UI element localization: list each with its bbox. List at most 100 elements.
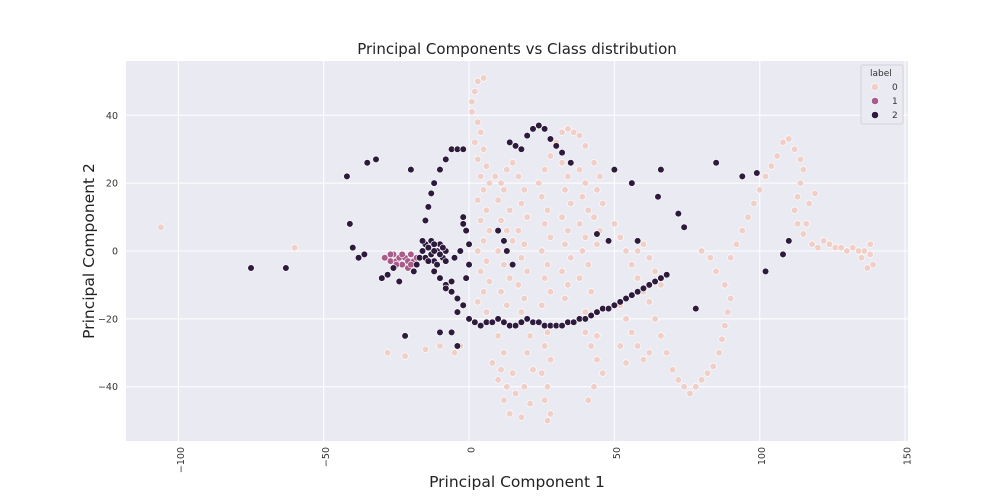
legend-marker-0 <box>871 83 879 91</box>
data-point-class-0 <box>802 220 810 228</box>
data-point-class-0 <box>546 233 555 242</box>
data-point-class-2 <box>427 189 435 197</box>
data-point-class-0 <box>651 315 659 323</box>
data-point-class-0 <box>596 172 604 180</box>
data-point-class-0 <box>578 193 587 201</box>
legend: label 0 1 2 <box>860 64 904 125</box>
data-point-class-0 <box>616 233 624 242</box>
data-point-class-0 <box>564 172 572 180</box>
data-point-class-2 <box>363 159 371 167</box>
data-point-class-0 <box>567 254 575 262</box>
data-point-class-0 <box>724 308 732 316</box>
data-point-class-0 <box>721 322 729 330</box>
data-point-class-0 <box>791 145 799 153</box>
data-point-class-0 <box>721 281 729 289</box>
data-point-class-2 <box>639 284 648 292</box>
data-point-class-2 <box>616 298 624 306</box>
data-point-class-2 <box>604 305 613 313</box>
data-point-class-0 <box>538 193 546 201</box>
data-point-class-2 <box>712 159 720 167</box>
data-point-class-2 <box>494 315 502 323</box>
data-point-class-0 <box>697 376 706 384</box>
data-point-class-0 <box>796 179 805 187</box>
data-point-class-2 <box>541 125 549 133</box>
data-point-class-0 <box>485 277 493 286</box>
data-point-class-0 <box>593 240 601 248</box>
data-point-class-2 <box>346 220 354 228</box>
data-point-class-0 <box>628 328 636 337</box>
data-point-class-0 <box>599 369 607 377</box>
data-point-class-0 <box>697 247 706 255</box>
data-point-class-0 <box>738 227 746 235</box>
data-point-class-0 <box>779 138 787 147</box>
data-point-class-2 <box>567 159 575 167</box>
data-point-class-0 <box>517 308 525 316</box>
data-point-class-0 <box>482 206 491 214</box>
data-point-class-0 <box>520 383 528 391</box>
data-point-class-0 <box>808 240 816 248</box>
data-point-class-0 <box>718 335 726 343</box>
data-point-class-0 <box>491 172 499 180</box>
data-point-class-2 <box>430 179 438 187</box>
data-point-class-0 <box>634 274 642 282</box>
data-point-class-2 <box>462 274 470 282</box>
data-point-class-0 <box>628 260 636 269</box>
data-point-class-0 <box>610 220 618 228</box>
data-point-class-0 <box>517 413 525 421</box>
data-point-class-0 <box>680 383 688 391</box>
data-point-class-2 <box>282 264 290 272</box>
legend-box <box>860 64 904 125</box>
data-point-class-2 <box>430 240 438 248</box>
data-point-class-0 <box>546 410 555 418</box>
data-point-class-1 <box>381 254 389 262</box>
data-point-class-2 <box>535 318 543 326</box>
data-point-class-0 <box>477 216 485 225</box>
data-point-class-2 <box>410 267 418 275</box>
data-point-class-0 <box>727 294 735 303</box>
data-point-class-2 <box>657 165 665 174</box>
data-point-class-0 <box>509 237 517 245</box>
data-point-class-2 <box>360 250 368 258</box>
data-point-class-0 <box>474 196 482 204</box>
data-point-class-0 <box>485 179 493 187</box>
data-point-class-2 <box>511 322 520 330</box>
data-point-class-0 <box>546 355 555 364</box>
data-point-class-2 <box>395 277 403 286</box>
x-tick-label: 0 <box>467 447 478 453</box>
data-point-class-2 <box>546 135 555 143</box>
data-point-class-2 <box>610 301 618 309</box>
data-point-class-0 <box>811 189 819 197</box>
data-point-class-0 <box>744 213 752 221</box>
data-point-class-2 <box>593 308 601 316</box>
data-point-class-2 <box>389 264 398 272</box>
data-point-class-2 <box>500 318 508 326</box>
data-point-class-2 <box>459 213 467 221</box>
data-point-class-0 <box>511 389 520 398</box>
data-point-class-0 <box>541 274 549 282</box>
data-point-class-0 <box>477 172 485 180</box>
data-point-class-0 <box>523 267 531 275</box>
data-point-class-2 <box>610 165 618 174</box>
data-point-class-2 <box>535 121 543 130</box>
legend-label-2: 2 <box>892 111 898 121</box>
data-point-class-0 <box>543 206 552 214</box>
data-point-class-0 <box>791 206 799 214</box>
data-point-class-0 <box>503 383 511 391</box>
data-point-class-2 <box>552 142 560 150</box>
data-point-class-0 <box>578 247 587 255</box>
data-point-class-2 <box>413 260 421 269</box>
data-point-class-0 <box>468 98 476 106</box>
data-point-class-0 <box>474 298 482 306</box>
chart-title: Principal Components vs Class distributi… <box>357 40 677 58</box>
data-point-class-0 <box>866 250 874 258</box>
data-point-class-2 <box>674 210 682 218</box>
data-point-class-0 <box>503 227 511 235</box>
data-point-class-2 <box>436 274 444 282</box>
data-point-class-0 <box>541 220 549 228</box>
data-point-class-0 <box>546 288 555 296</box>
data-point-class-0 <box>561 294 569 303</box>
data-point-class-0 <box>587 288 595 296</box>
data-point-class-0 <box>581 233 589 242</box>
data-point-class-0 <box>761 172 770 180</box>
data-point-class-2 <box>500 237 508 245</box>
